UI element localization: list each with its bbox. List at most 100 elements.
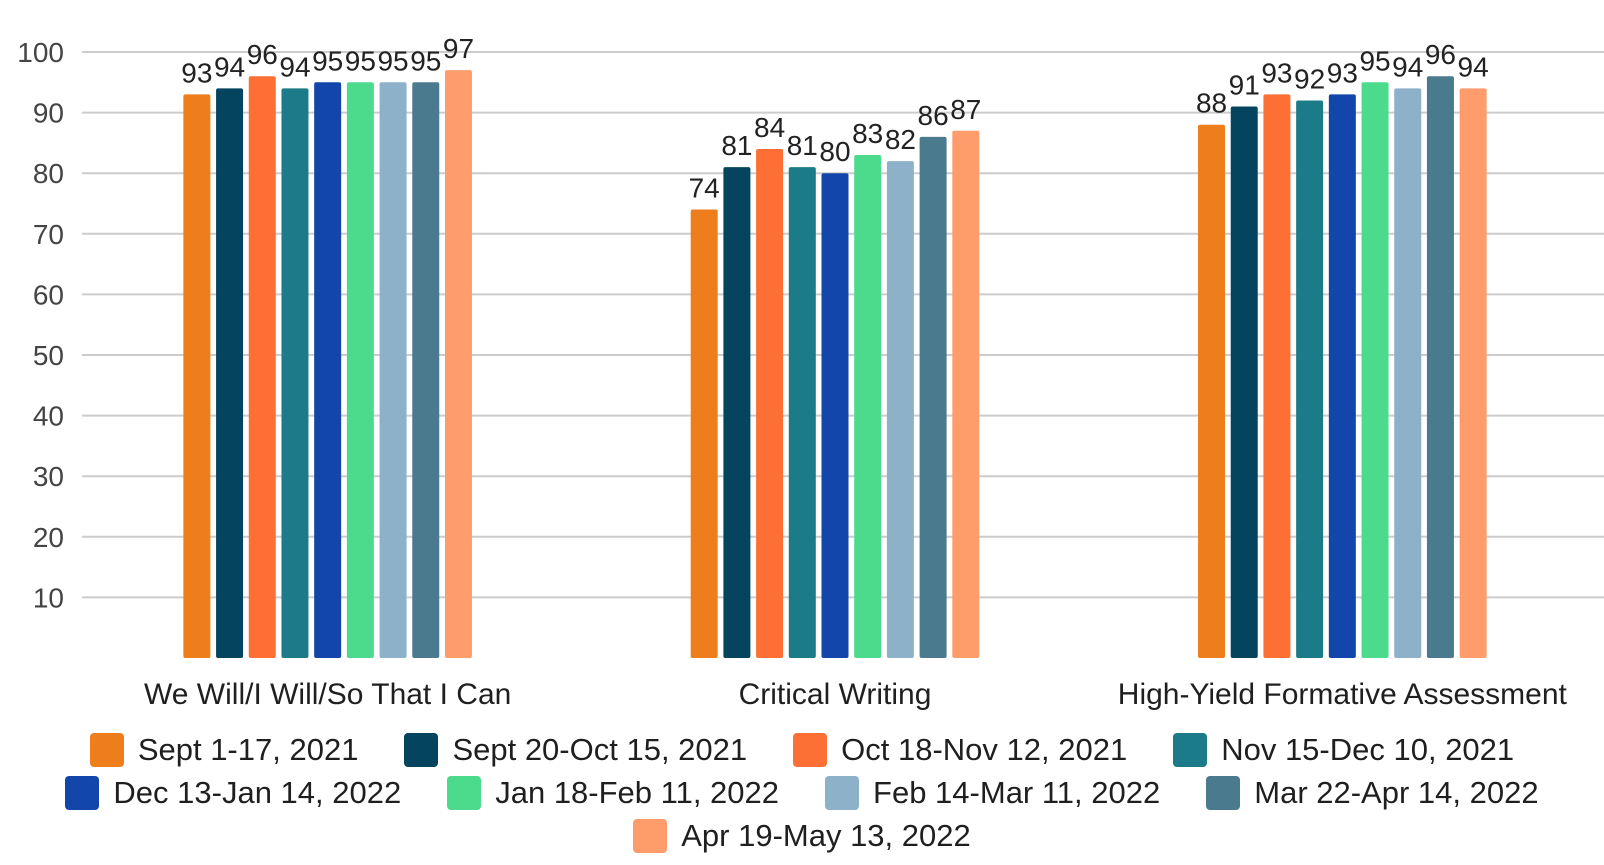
y-tick-label: 50 <box>33 340 64 371</box>
data-label: 94 <box>1392 51 1423 82</box>
bar <box>281 88 309 659</box>
y-tick-label: 20 <box>33 522 64 553</box>
y-tick-label: 10 <box>33 582 64 613</box>
data-label: 84 <box>754 112 785 143</box>
legend-swatch <box>65 775 100 810</box>
legend: Sept 1-17, 2021 Sept 20-Oct 15, 2021 Oct 1… <box>0 728 1604 857</box>
legend-swatch <box>89 732 124 767</box>
bar <box>1263 94 1291 659</box>
data-label: 96 <box>247 39 278 70</box>
bar <box>723 167 751 658</box>
data-label: 82 <box>885 124 916 155</box>
bars <box>183 70 1487 659</box>
bar <box>756 148 784 658</box>
data-label: 93 <box>181 57 212 88</box>
legend-swatch <box>447 775 482 810</box>
bar <box>379 82 407 659</box>
x-axis-categories: We Will/I Will/So That I Can Critical Wri… <box>144 678 1568 711</box>
bar <box>821 173 849 658</box>
legend-label: Sept 20-Oct 15, 2021 <box>452 731 748 767</box>
data-label: 91 <box>1229 70 1260 101</box>
bar <box>1426 76 1454 659</box>
data-label: 94 <box>214 51 245 82</box>
legend-label: Mar 22-Apr 14, 2022 <box>1254 774 1539 810</box>
data-label: 86 <box>918 100 949 131</box>
x-category-label: We Will/I Will/So That I Can <box>144 678 511 711</box>
bar <box>444 70 472 659</box>
legend-label: Jan 18-Feb 11, 2022 <box>495 774 780 810</box>
bar <box>854 155 882 658</box>
bar <box>412 82 440 659</box>
data-label: 74 <box>689 173 720 204</box>
legend-item: Jan 18-Feb 11, 2022 <box>447 775 779 811</box>
bar <box>1459 88 1487 659</box>
legend-item: Oct 18-Nov 12, 2021 <box>793 732 1127 768</box>
data-label: 94 <box>1458 51 1489 82</box>
data-label: 97 <box>443 33 474 64</box>
legend-item: Mar 22-Apr 14, 2022 <box>1206 774 1539 811</box>
bar <box>788 167 816 658</box>
legend-label: Dec 13-Jan 14, 2022 <box>113 774 402 810</box>
legend-item: Apr 19-May 13, 2022 <box>633 818 971 854</box>
legend-row: Dec 13-Jan 14, 2022 Jan 18-Feb 11, 2022 Fe… <box>0 771 1604 814</box>
legend-swatch <box>633 818 668 853</box>
legend-label: Sept 1-17, 2021 <box>137 731 359 767</box>
y-tick-label: 60 <box>33 279 64 310</box>
legend-label: Nov 15-Dec 10, 2021 <box>1221 731 1515 767</box>
bar <box>952 130 980 658</box>
data-label: 81 <box>721 130 752 161</box>
y-tick-label: 80 <box>33 158 64 189</box>
data-label: 95 <box>377 45 408 76</box>
x-category-label: Critical Writing <box>739 678 932 711</box>
data-label: 94 <box>279 51 310 82</box>
bar <box>1198 124 1226 659</box>
legend-label: Feb 14-Mar 11, 2022 <box>873 774 1161 810</box>
y-tick-label: 70 <box>33 219 64 250</box>
data-label: 95 <box>410 45 441 76</box>
bar <box>314 82 342 659</box>
legend-swatch <box>1173 732 1208 767</box>
x-category-label: High-Yield Formative Assessment <box>1118 678 1568 711</box>
data-label: 95 <box>1359 45 1390 76</box>
data-label: 80 <box>819 136 850 167</box>
data-label: 92 <box>1294 63 1325 94</box>
bar <box>919 136 947 659</box>
data-label: 96 <box>1425 39 1456 70</box>
y-tick-label: 100 <box>17 37 64 68</box>
data-label: 95 <box>345 45 376 76</box>
bar <box>346 82 374 659</box>
y-tick-label: 40 <box>33 401 64 432</box>
data-label: 87 <box>950 94 981 125</box>
data-label: 83 <box>852 118 883 149</box>
bar <box>1361 82 1389 659</box>
legend-item: Nov 15-Dec 10, 2021 <box>1173 732 1514 768</box>
bar <box>183 94 211 659</box>
bar <box>248 76 276 659</box>
bar <box>690 209 718 658</box>
legend-item: Sept 20-Oct 15, 2021 <box>404 732 747 768</box>
data-label: 88 <box>1196 88 1227 119</box>
legend-label: Apr 19-May 13, 2022 <box>681 817 971 853</box>
bar <box>1296 100 1324 659</box>
y-tick-label: 30 <box>33 461 64 492</box>
y-tick-label: 90 <box>33 98 64 129</box>
legend-swatch <box>793 732 828 767</box>
legend-row: Apr 19-May 13, 2022 <box>0 814 1604 857</box>
bar <box>1230 106 1258 659</box>
bar <box>1394 88 1422 659</box>
legend-row: Sept 1-17, 2021 Sept 20-Oct 15, 2021 Oct 1… <box>0 728 1604 771</box>
legend-item: Feb 14-Mar 11, 2022 <box>825 775 1160 811</box>
legend-item: Sept 1-17, 2021 <box>89 731 359 768</box>
legend-item: Dec 13-Jan 14, 2022 <box>65 775 401 811</box>
legend-swatch <box>1206 775 1241 810</box>
data-label: 95 <box>312 45 343 76</box>
bar <box>1328 94 1356 659</box>
legend-swatch <box>825 775 860 810</box>
legend-label: Oct 18-Nov 12, 2021 <box>841 731 1128 767</box>
bar <box>216 88 244 659</box>
legend-swatch <box>404 732 439 767</box>
data-label: 93 <box>1261 57 1292 88</box>
y-axis-ticks: 10 20 30 40 50 60 70 80 90 100 <box>17 37 64 613</box>
